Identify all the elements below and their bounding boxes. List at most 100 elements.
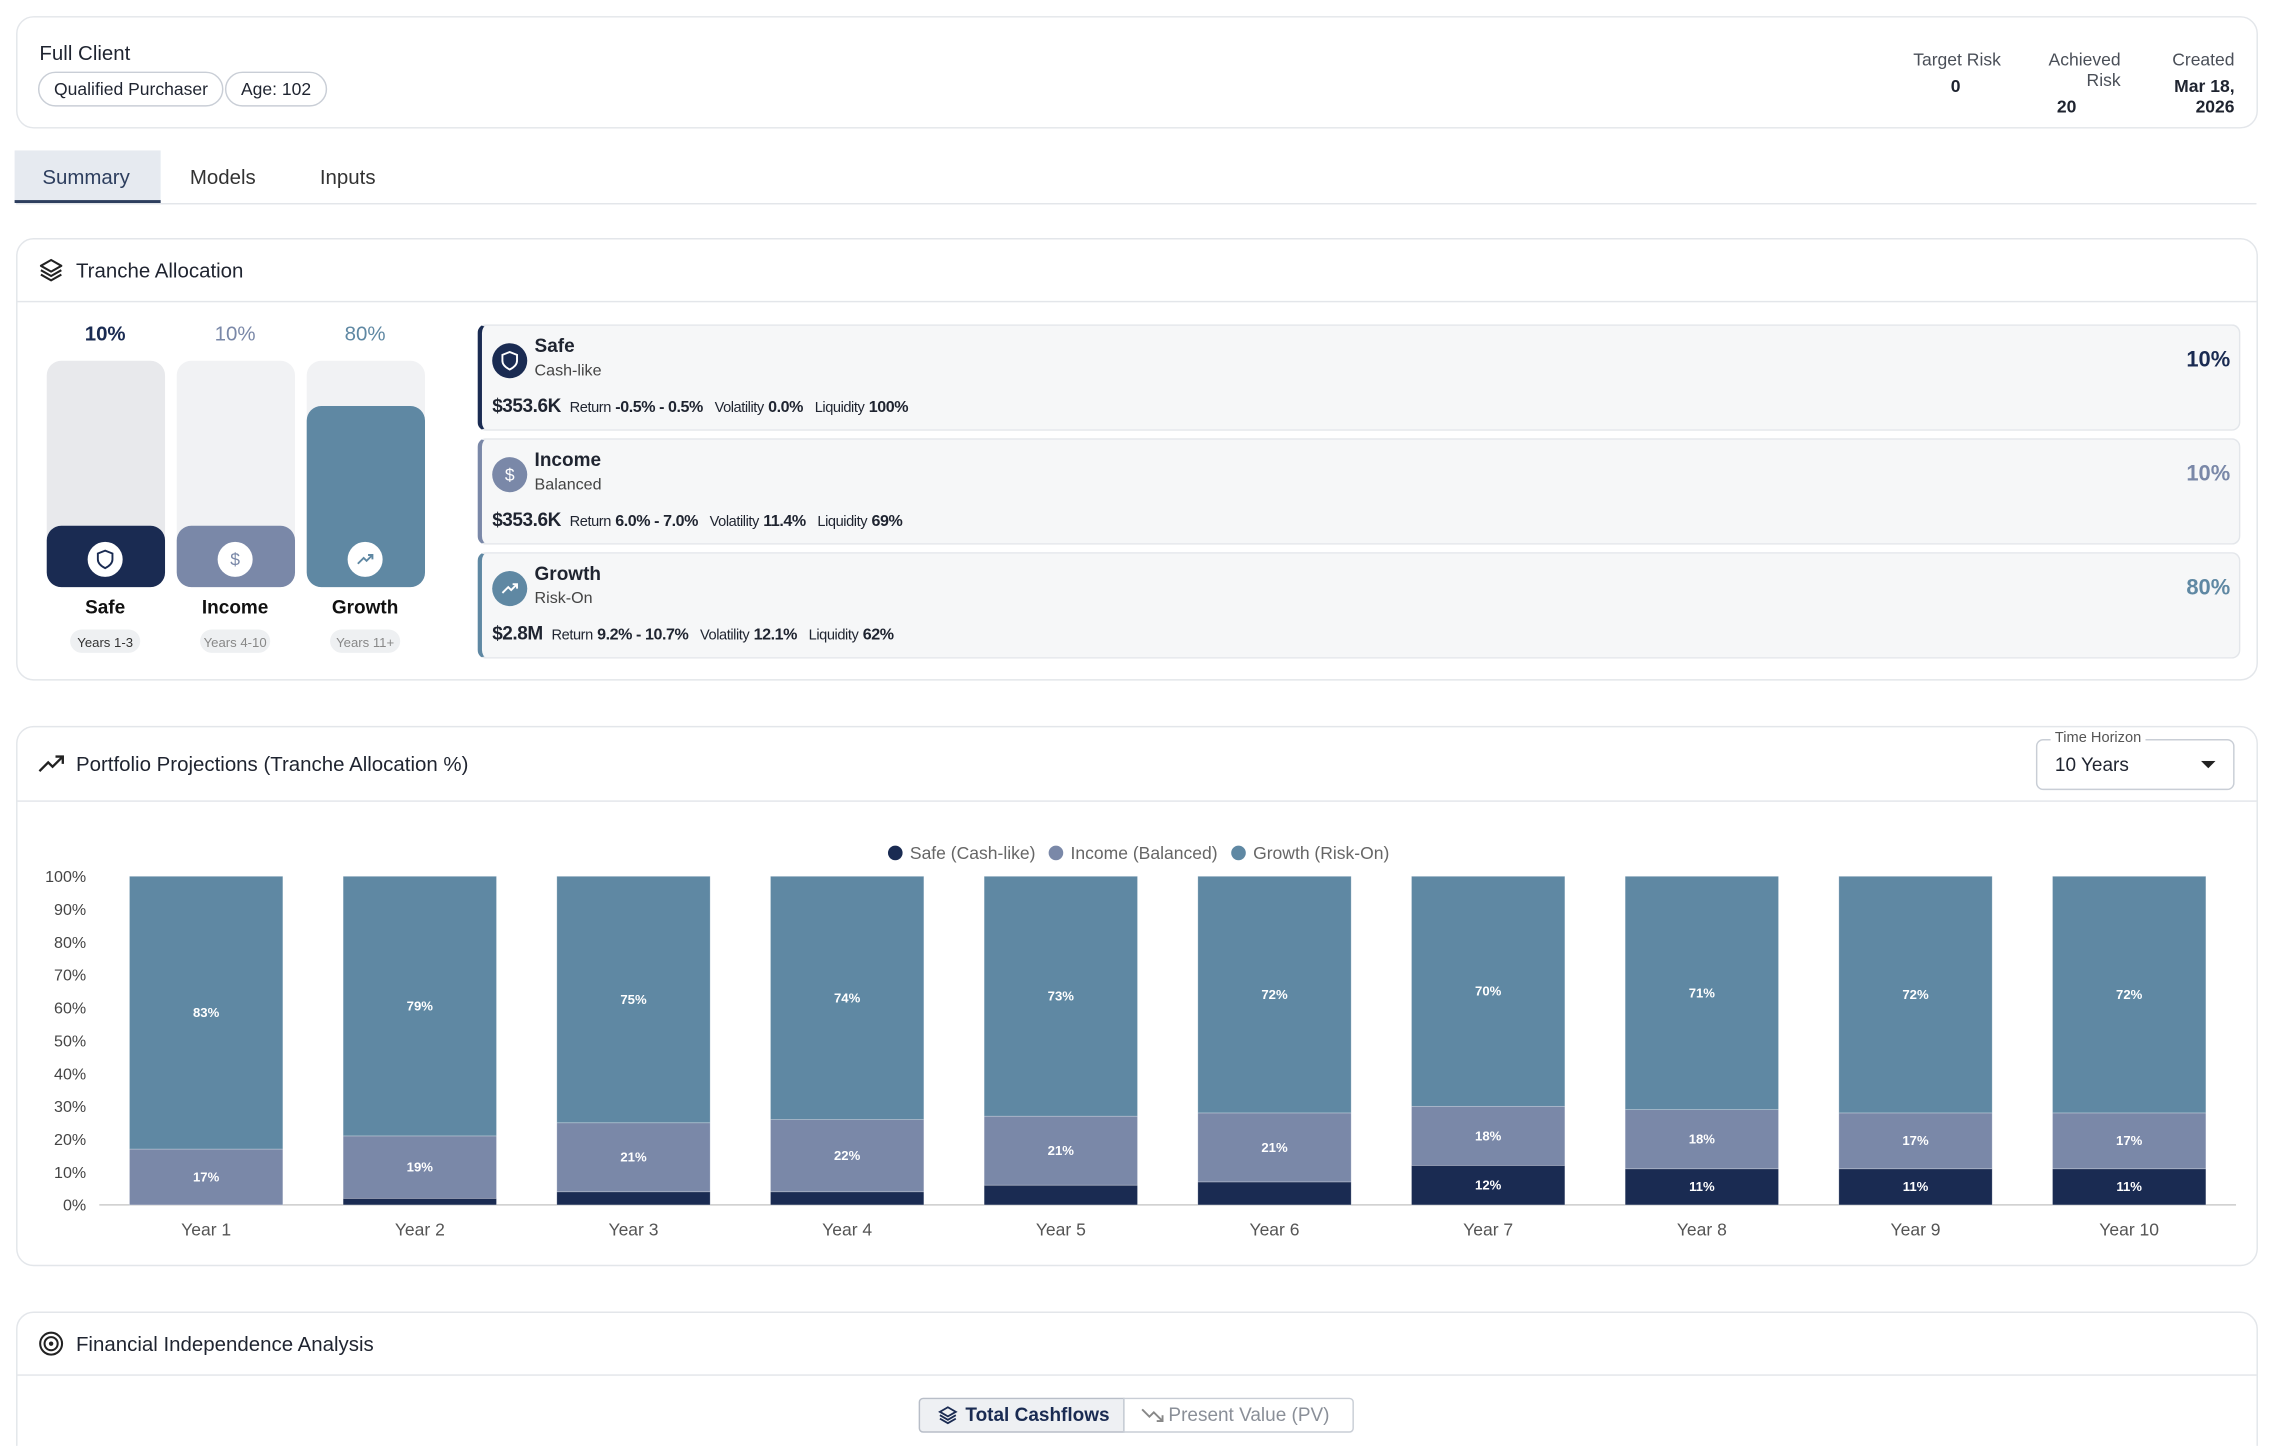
metric-value: 11.4% [763, 512, 806, 531]
bar-segment [129, 1148, 284, 1206]
bar-segment [2052, 1112, 2207, 1170]
metric-value: 0.0% [768, 398, 804, 417]
card-title: Portfolio Projections (Tranche Allocatio… [75, 752, 469, 776]
metric-value: -0.5% - 0.5% [615, 398, 703, 417]
legend-swatch [1231, 845, 1246, 861]
data-label: 19% [407, 1160, 434, 1175]
years-pill [70, 629, 141, 653]
y-tick-label: 40% [54, 1065, 86, 1083]
bar-segment [556, 875, 711, 1124]
tranche-name: Income [202, 597, 268, 618]
tranche-card: Tranche Allocation 10% Safe Years 1-3 10% $ I… [16, 238, 2258, 681]
tranche-icon [492, 571, 528, 607]
svg-text:$: $ [505, 465, 515, 485]
metric-value: 100% [868, 398, 909, 417]
bar-segment [342, 1135, 497, 1199]
x-tick-label: Year 2 [395, 1220, 445, 1240]
legend-label: Safe (Cash-like) [910, 843, 1036, 863]
toggle-button[interactable]: Present Value (PV) [1123, 1397, 1354, 1433]
bar-segment [2052, 1168, 2207, 1206]
data-label: 70% [1475, 984, 1502, 999]
layers-icon [938, 1406, 958, 1425]
x-tick-label: Year 5 [1036, 1220, 1086, 1240]
metric-value: 9.2% - 10.7% [597, 626, 689, 645]
metric-value: 6.0% - 7.0% [615, 512, 698, 531]
metric-label: Volatility [709, 514, 760, 531]
bar-segment [983, 1184, 1138, 1206]
allocation-label: 10% [215, 322, 256, 345]
allocation-label: 80% [345, 322, 386, 345]
y-tick-label: 70% [54, 967, 86, 985]
data-label: 11% [2116, 1179, 2142, 1194]
bar-segment [556, 1191, 711, 1206]
y-tick-label: 0% [63, 1197, 86, 1215]
tranche-percent: 10% [2186, 347, 2231, 373]
bar-segment [1624, 875, 1779, 1110]
data-label: 17% [2116, 1133, 2143, 1148]
x-tick-label: Year 10 [2099, 1220, 2159, 1240]
bar-segment [1838, 1112, 1993, 1170]
legend-swatch [1048, 845, 1064, 861]
legend-label: Income (Balanced) [1071, 843, 1218, 863]
x-tick-label: Year 1 [181, 1220, 231, 1240]
tranche-icon: $ [492, 457, 528, 493]
bar-segment [129, 875, 284, 1150]
years-label: Years 4-10 [204, 635, 267, 650]
y-tick-label: 50% [54, 1032, 86, 1050]
tab[interactable]: Models [189, 165, 256, 189]
data-label: 71% [1689, 985, 1716, 1000]
metric-value: 12.1% [753, 626, 798, 645]
toggle-button[interactable]: Total Cashflows [918, 1397, 1125, 1433]
data-label: 21% [1261, 1140, 1288, 1155]
tab[interactable]: Summary [14, 150, 161, 204]
select-label: Time Horizon [2050, 730, 2146, 747]
stat: Created Mar 18, 2026 [2132, 50, 2234, 117]
metric-value: 69% [871, 512, 903, 531]
x-tick-label: Year 4 [822, 1220, 872, 1240]
amount: $353.6K [492, 508, 561, 531]
tranche-name: Income [534, 448, 602, 471]
card-title: Tranche Allocation [75, 258, 244, 282]
bar-segment [1197, 875, 1352, 1114]
bar-fill [306, 406, 426, 588]
caret [2200, 760, 2216, 769]
tranche-percent: 80% [2186, 575, 2231, 601]
tranche-detail: Growth Risk-On 80% $2.8M Return 9.2% - 10.7% V… [477, 552, 2241, 659]
metric-label: Volatility [700, 628, 750, 645]
badge: Qualified Purchaser [37, 71, 225, 107]
toggle-label: Present Value (PV) [1168, 1403, 1330, 1426]
x-tick-label: Year 6 [1250, 1220, 1300, 1240]
x-tick-label: Year 3 [608, 1220, 658, 1240]
bar-segment [1411, 1105, 1566, 1166]
bar-segment [2052, 875, 2207, 1114]
stat-label: Achieved Risk [2048, 49, 2121, 91]
bar-segment [1624, 1109, 1779, 1170]
metrics-line: $2.8M Return 9.2% - 10.7% Volatility 12.1% Li… [492, 622, 905, 644]
tranche-name: Growth [534, 562, 601, 585]
tranche-subtitle: Risk-On [534, 590, 593, 608]
data-label: 22% [834, 1148, 861, 1163]
bar-segment [1624, 1168, 1779, 1206]
x-tick-label: Year 8 [1677, 1220, 1727, 1240]
tranche-icon [492, 343, 528, 379]
metric-label: Liquidity [817, 514, 868, 531]
metric-label: Liquidity [808, 628, 859, 645]
data-label: 17% [193, 1169, 220, 1184]
tranche-name: Growth [332, 597, 398, 618]
allocation-label: 10% [85, 322, 126, 345]
bar-segment [556, 1122, 711, 1193]
legend-swatch [887, 845, 903, 861]
tranche-icon [87, 541, 123, 577]
time-horizon-select[interactable]: Time Horizon 10 Years [2035, 730, 2235, 791]
y-tick-label: 100% [45, 868, 86, 886]
bar-segment [1838, 1168, 1993, 1206]
tab[interactable]: Inputs [319, 165, 376, 189]
data-label: 11% [1903, 1179, 1929, 1194]
amount: $2.8M [492, 622, 543, 645]
toggle-label: Total Cashflows [965, 1403, 1110, 1426]
bar-segment [342, 875, 497, 1137]
card-header: Financial Independence Analysis [17, 1313, 2257, 1376]
years-pill [330, 629, 401, 653]
stat-value: 0 [1950, 75, 1961, 97]
